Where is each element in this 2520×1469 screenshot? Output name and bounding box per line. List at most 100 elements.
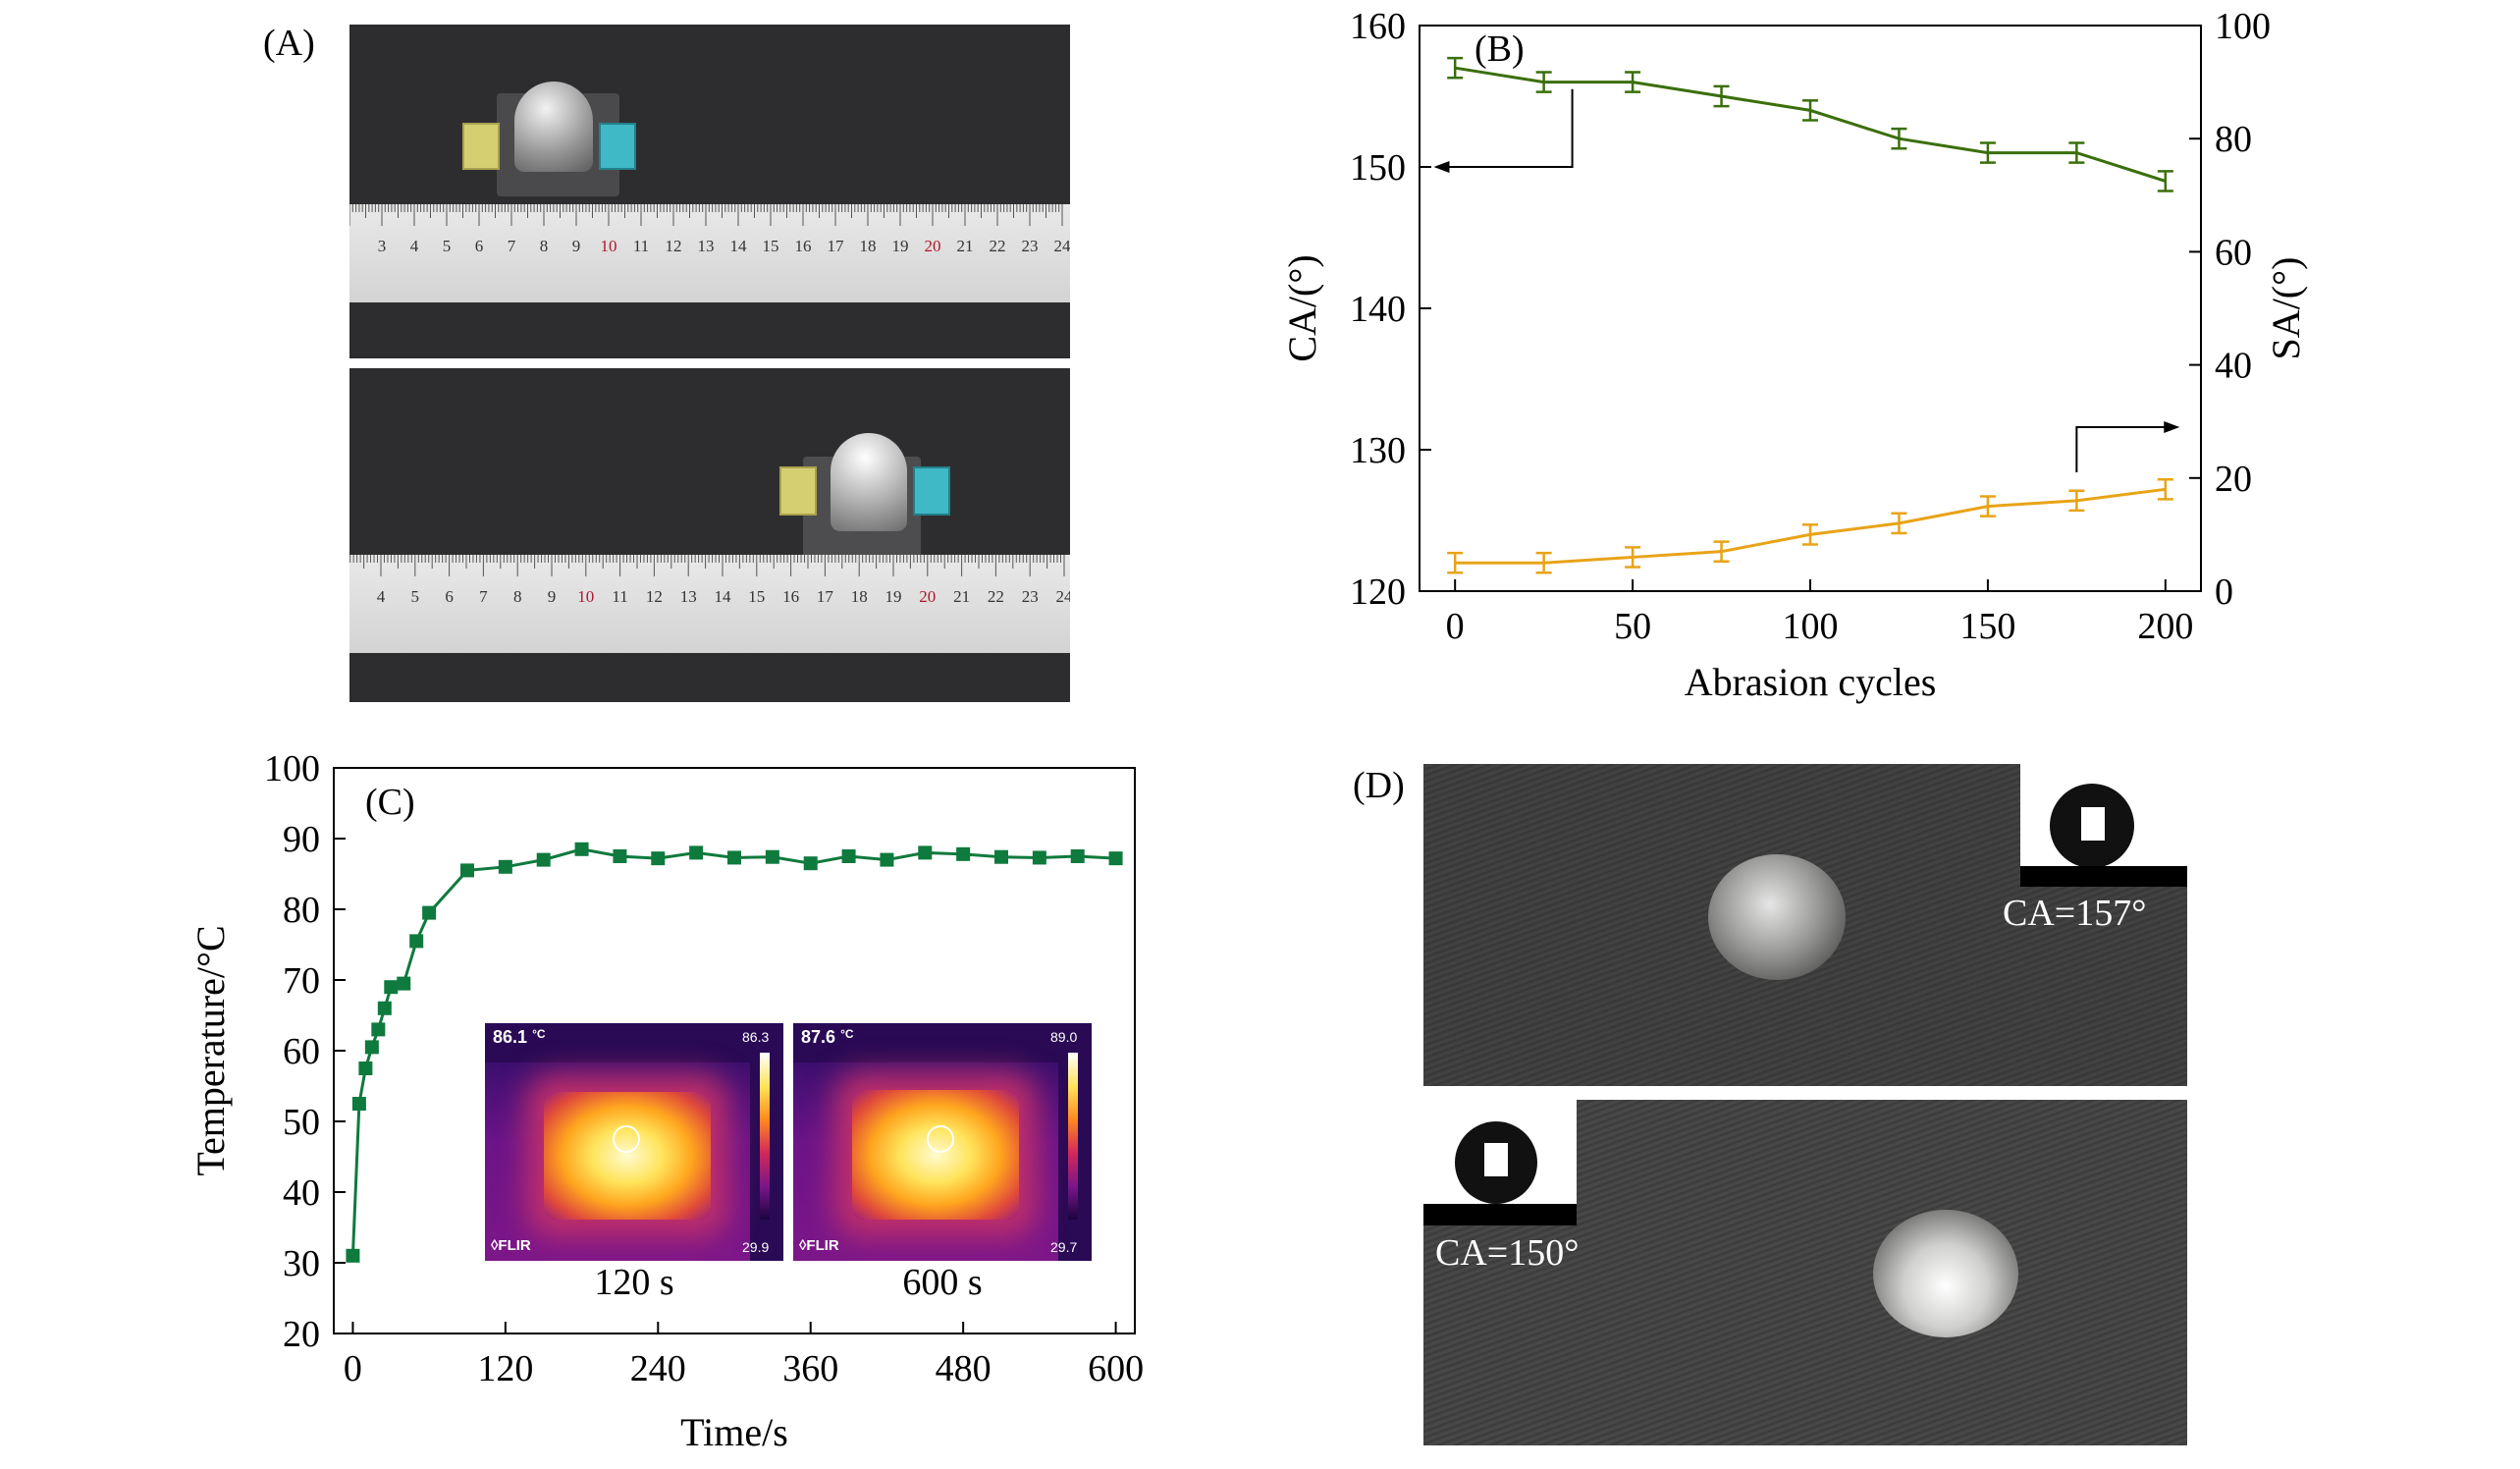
y-left-tick-label: 130 [1350,430,1406,471]
data-point [409,934,424,949]
ruler-tick-label: 5 [443,237,452,255]
ruler-tick-label: 19 [892,237,909,255]
yellow-clip [462,123,500,170]
thermal-hot-spot [544,1092,711,1220]
data-point [1032,850,1046,865]
y-left-tick-label: 150 [1350,147,1406,189]
panel-d-label: (D) [1353,765,1405,806]
thermal-hot-spot [852,1090,1019,1220]
data-point [651,851,666,866]
ruler-tick-label: 12 [666,237,682,255]
left-axis-arrow [1440,88,1574,168]
thermal-brand: FLIR [498,1237,531,1254]
x-tick-label: 0 [344,1348,362,1389]
flir-logo-icon: ◊ [799,1237,807,1254]
thermal-min: 29.7 [1050,1239,1078,1255]
series-line [350,847,1116,1256]
panel-b-label: (B) [1474,28,1525,70]
ruler-tick-label: 24 [1054,237,1071,255]
y-tick-label: 100 [264,748,320,789]
y-right-tick-label: 100 [2215,6,2271,47]
ruler-tick-label: 8 [513,587,522,606]
yellow-clip [779,466,817,516]
ruler-tick-label: 15 [748,587,765,606]
baseline [1423,1204,1577,1225]
ruler-tick-label: 11 [633,237,649,255]
data-point [351,1097,366,1111]
ruler-tick-label: 4 [410,237,419,255]
ruler-tick-label: 10 [601,237,617,255]
droplet-photo-after: CA=150° [1423,1100,2187,1445]
arrow-head-right [2164,420,2180,433]
ruler-tick-label: 10 [577,587,594,606]
thermal-image-600s: 87.6 °C 89.0 29.7 ◊FLIR [793,1023,1092,1261]
x-axis-label: Time/s [680,1410,788,1454]
x-tick-label: 0 [1446,606,1465,647]
data-point [613,849,627,863]
panel-a-label: (A) [263,23,315,64]
right-axis-arrow [2075,425,2173,473]
y-tick-label: 70 [283,960,320,1002]
ruler-tick-label: 23 [1022,237,1039,255]
y-right-tick-label: 0 [2215,571,2233,613]
data-point [364,1040,379,1055]
contact-angle-value: CA=157° [2003,893,2147,934]
thermal-caption: 600 s [902,1262,983,1303]
thermal-min: 29.9 [742,1239,770,1255]
ruler-tick-label: 3 [378,237,387,255]
data-point [384,980,399,995]
y-tick-label: 50 [283,1102,320,1143]
thermal-brand: FLIR [806,1237,839,1254]
data-point [994,849,1008,864]
baseline [2020,866,2187,887]
ruler-tick-label: 7 [479,587,488,606]
panel-c-label: (C) [365,782,415,823]
y-axis-label: Temperature/°C [188,925,233,1175]
ruler-tick-label: 4 [377,587,386,606]
water-droplet [1708,854,1846,980]
x-tick-label: 240 [630,1348,686,1389]
ruler-tick-label: 15 [763,237,779,255]
ruler-tick-label: 13 [698,237,715,255]
data-point [765,849,779,864]
ruler-tick-label: 17 [828,237,845,255]
ruler-tick-label: 6 [445,587,454,606]
x-tick-label: 150 [1959,606,2015,647]
ruler-tick-label: 18 [860,237,877,255]
ruler: 3 4 5 6 7 8 9 10 11 12 13 14 15 16 17 18 19 20 21 22 23 24 [349,204,1070,302]
y-tick-label: 30 [283,1243,320,1284]
crosshair-icon [613,1125,640,1153]
data-point [803,856,818,871]
crosshair-icon [927,1125,954,1153]
data-point [346,1248,360,1263]
ruler-tick-label: 9 [548,587,557,606]
ruler-tick-label: 5 [411,587,420,606]
ruler-tick-label: 14 [730,237,748,255]
abrasion-setup-photo-start: 3 4 5 6 7 8 9 10 11 12 13 14 15 16 17 18 19 20 21 22 23 24 [349,25,1070,358]
ruler-tick-label: 22 [990,237,1006,255]
thermal-unit: °C [532,1027,546,1041]
ruler-scale: 3 4 5 6 7 8 9 10 11 12 13 14 15 16 17 18 19 20 21 22 23 24 [349,204,1071,255]
blue-clip [599,123,636,170]
x-axis-label: Abrasion cycles [1685,660,1937,704]
thermal-caption: 120 s [594,1262,674,1303]
ruler-tick-label: 16 [795,237,812,255]
data-point [536,852,551,867]
chart-c-temperature: 0 120 240 360 480 600 20 30 40 50 60 70 80 90 100 Time/… [188,748,1144,1454]
ruler-tick-label: 12 [646,587,663,606]
y-left-tick-label: 160 [1350,6,1406,47]
ruler-tick-label: 18 [851,587,868,606]
ruler-tick-label: 8 [540,237,549,255]
flir-logo-icon: ◊ [491,1237,499,1254]
thermal-max: 89.0 [1050,1029,1078,1045]
blue-clip [913,466,950,516]
ruler-tick-label: 13 [680,587,697,606]
data-point [377,1001,392,1015]
data-point [1070,849,1085,863]
y-right-tick-label: 60 [2215,232,2252,273]
series-line [1454,66,2167,183]
thermal-image-120s: 86.1 °C 86.3 29.9 ◊FLIR [485,1023,783,1261]
y-right-tick-label: 20 [2215,459,2252,500]
data-point [422,905,437,920]
x-tick-label: 360 [782,1348,838,1389]
